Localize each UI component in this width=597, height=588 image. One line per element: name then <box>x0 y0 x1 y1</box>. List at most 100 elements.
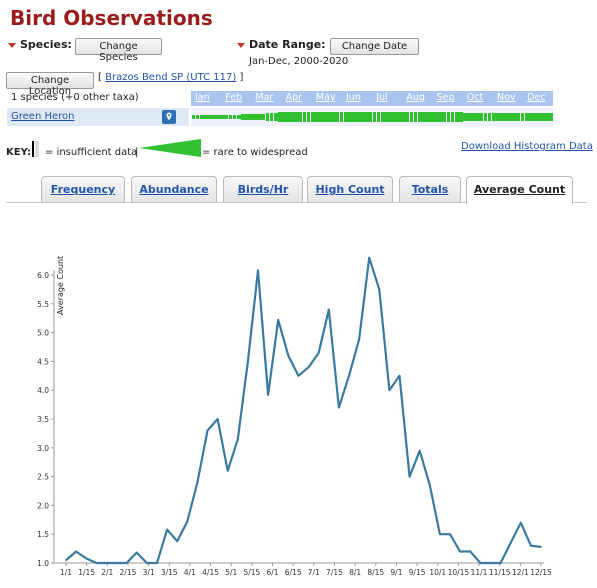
data-point <box>176 540 178 542</box>
change-location-button[interactable]: Change Location <box>6 72 94 97</box>
tab-frequency[interactable]: Frequency <box>41 176 125 202</box>
month-may[interactable]: May <box>315 92 336 103</box>
x-tick-label: 11/1 <box>471 568 488 577</box>
month-apr[interactable]: Apr <box>285 92 303 103</box>
location-link[interactable]: Brazos Bend SP (UTC 117) <box>105 72 237 83</box>
data-point <box>75 550 77 553</box>
y-tick-label: 5.0 <box>37 329 49 338</box>
month-dec[interactable]: Dec <box>527 92 546 103</box>
histogram-bar <box>442 112 447 122</box>
species-link[interactable]: Green Heron <box>11 111 75 122</box>
tab-abundance[interactable]: Abundance <box>131 176 217 202</box>
change-species-button[interactable]: Change Species <box>75 38 162 63</box>
histogram-bar <box>520 113 525 121</box>
histogram-bar <box>343 112 348 122</box>
histogram-bar <box>528 113 533 121</box>
histogram-bar <box>191 114 196 120</box>
data-point <box>216 418 219 420</box>
histogram-bar <box>380 112 385 122</box>
month-feb[interactable]: Feb <box>225 92 243 103</box>
histogram-bar <box>471 112 476 122</box>
month-oct[interactable]: Oct <box>466 92 484 103</box>
histogram-bar <box>516 113 521 121</box>
tab-birds-hr[interactable]: Birds/Hr <box>223 176 303 202</box>
tab-totals[interactable]: Totals <box>399 176 461 202</box>
tab-high-count[interactable]: High Count <box>307 176 393 202</box>
tab-average-count[interactable]: Average Count <box>466 176 573 204</box>
download-histogram-link[interactable]: Download Histogram Data <box>461 141 593 152</box>
histogram-bar <box>282 112 286 122</box>
y-tick-label: 4.0 <box>37 386 49 395</box>
histogram-bar <box>508 113 513 121</box>
histogram-bar <box>286 112 290 122</box>
data-point <box>277 319 280 321</box>
histogram-bar <box>364 112 369 122</box>
y-tick-label: 3.0 <box>37 444 49 453</box>
histogram-bar <box>438 112 443 122</box>
y-tick-label: 2.0 <box>37 501 49 510</box>
data-point <box>358 338 360 341</box>
data-point <box>257 269 259 272</box>
month-jul[interactable]: Jul <box>376 92 388 103</box>
month-nov[interactable]: Nov <box>497 92 516 103</box>
y-tick-label: 5.5 <box>37 300 49 309</box>
data-point <box>418 449 421 452</box>
rare-to-widespread-swatch <box>139 139 201 157</box>
data-point <box>530 544 532 547</box>
species-label: Species: <box>8 38 72 51</box>
histogram-bar <box>203 114 208 120</box>
histogram-bar <box>351 112 356 122</box>
tabs-divider <box>6 202 587 203</box>
histogram-bar <box>458 112 463 122</box>
month-sep[interactable]: Sep <box>436 92 455 103</box>
y-tick-label: 4.5 <box>37 357 49 366</box>
month-jan[interactable]: Jan <box>195 92 210 103</box>
data-point <box>156 562 158 564</box>
change-date-button[interactable]: Change Date <box>330 38 419 55</box>
data-point <box>65 559 67 561</box>
histogram-bar <box>368 112 373 122</box>
histogram-bar <box>409 112 414 122</box>
histogram-bar <box>253 114 257 120</box>
histogram-bar <box>500 113 504 121</box>
histogram-bar <box>512 113 517 121</box>
data-point <box>287 354 290 357</box>
x-tick-label: 6/1 <box>266 568 278 577</box>
species-row: Green Heron <box>7 108 189 126</box>
data-point <box>85 557 87 560</box>
data-point <box>297 375 300 377</box>
histogram-bar <box>314 112 319 122</box>
x-tick-label: 7/1 <box>308 568 320 577</box>
date-range-label: Date Range: <box>237 38 326 51</box>
histogram-bar <box>450 112 455 122</box>
histogram-bar <box>269 113 274 121</box>
histogram-bar <box>463 112 467 122</box>
map-marker-icon[interactable] <box>162 110 176 124</box>
histogram-bar <box>261 113 266 121</box>
x-tick-label: 3/15 <box>161 568 178 577</box>
data-point <box>196 481 199 484</box>
month-aug[interactable]: Aug <box>406 92 425 103</box>
histogram-bar <box>434 112 438 122</box>
histogram-bar <box>417 112 422 122</box>
month-jun[interactable]: Jun <box>346 92 361 103</box>
x-tick-label: 12/1 <box>512 568 529 577</box>
y-tick-label: 6.0 <box>37 271 49 280</box>
data-point <box>146 562 148 564</box>
histogram-bar <box>504 113 508 121</box>
data-point <box>328 308 330 311</box>
histogram-bar <box>216 114 220 120</box>
histogram-bar <box>356 112 360 122</box>
x-tick-label: 5/15 <box>243 568 260 577</box>
data-point <box>540 546 542 548</box>
histogram-bar <box>388 112 393 122</box>
x-tick-label: 8/1 <box>349 568 361 577</box>
histogram-bar <box>294 112 299 122</box>
histogram-bar <box>327 112 332 122</box>
average-count-chart: 1.0 1.5 2.0 2.5 3.0 3.5 4.0 4.5 5.0 5.5 6.0 1/1 1/1… <box>37 256 552 577</box>
histogram-bar <box>549 113 554 121</box>
x-tick-label: 1/1 <box>60 568 72 577</box>
month-mar[interactable]: Mar <box>255 92 274 103</box>
data-point <box>520 521 522 524</box>
x-tick-label: 6/15 <box>285 568 302 577</box>
